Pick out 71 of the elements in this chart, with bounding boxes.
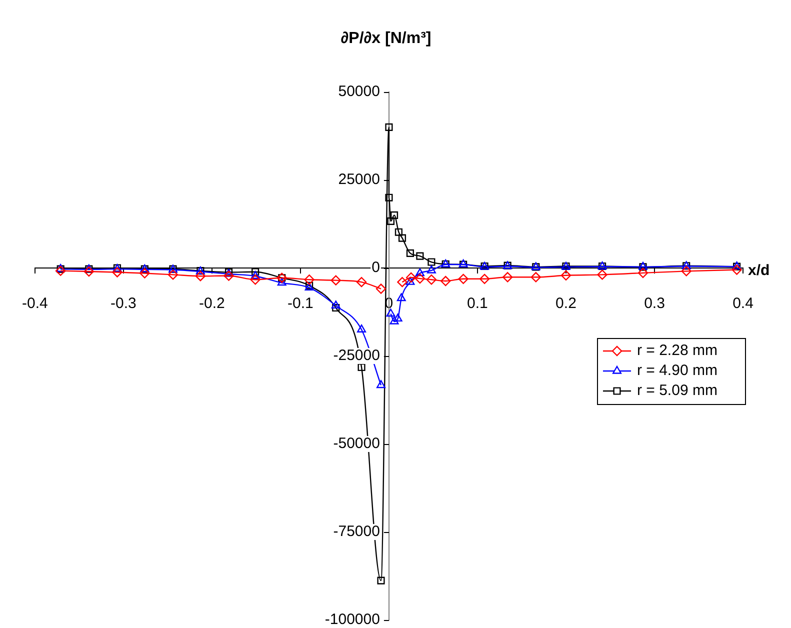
point — [356, 276, 367, 288]
point — [224, 270, 234, 281]
legend-label: r = 4.90 mm — [637, 362, 718, 380]
point — [195, 270, 206, 282]
point — [385, 194, 393, 202]
point — [168, 270, 178, 280]
legend-label: r = 2.28 mm — [637, 342, 718, 360]
point — [406, 272, 416, 283]
point — [560, 270, 572, 280]
x-tick-label: -0.2 — [199, 295, 225, 312]
y-tick-label: -50000 — [333, 435, 380, 452]
point — [330, 275, 341, 286]
y-tick-label: -75000 — [333, 523, 380, 540]
point — [638, 268, 648, 278]
x-axis-title: x/d — [748, 262, 770, 279]
point — [390, 211, 398, 219]
point — [385, 123, 393, 131]
point — [140, 268, 150, 278]
y-tick-label: 50000 — [338, 83, 380, 100]
x-tick-label: -0.4 — [22, 295, 48, 312]
x-tick-label: 0.2 — [556, 295, 576, 312]
x-tick-label: 0.3 — [644, 295, 665, 312]
point — [250, 270, 260, 279]
point — [479, 274, 490, 284]
point — [681, 266, 692, 276]
point — [732, 264, 742, 275]
x-tick-label: -0.3 — [110, 295, 136, 312]
point — [530, 272, 541, 282]
point — [597, 270, 608, 280]
point — [252, 268, 260, 276]
point — [376, 284, 386, 294]
point — [426, 274, 437, 285]
y-tick-label: 0 — [372, 259, 380, 276]
x-tick-label: -0.1 — [288, 295, 314, 312]
point — [406, 249, 414, 257]
point — [502, 272, 513, 282]
point — [428, 258, 436, 266]
point — [397, 276, 408, 288]
point — [426, 265, 436, 274]
y-axis-title: ∂P/∂x [N/m³] — [340, 30, 432, 48]
point — [415, 268, 424, 276]
point — [112, 267, 122, 278]
point — [458, 274, 468, 284]
point — [390, 316, 399, 324]
point — [394, 228, 402, 236]
legend-label: r = 5.09 mm — [637, 382, 718, 400]
y-tick-label: -25000 — [333, 347, 380, 364]
point — [331, 300, 340, 309]
point — [440, 276, 451, 286]
point — [416, 252, 424, 260]
point — [377, 576, 385, 584]
point — [332, 304, 340, 312]
point — [386, 308, 396, 317]
x-tick-label: 0.4 — [732, 295, 754, 312]
point — [406, 276, 415, 285]
point — [55, 266, 66, 276]
point — [84, 266, 94, 277]
y-tick-label: -100000 — [324, 611, 380, 628]
point — [376, 380, 386, 388]
point — [358, 363, 366, 372]
y-tick-label: 25000 — [338, 171, 380, 188]
point — [250, 274, 260, 285]
point — [277, 278, 286, 286]
point — [414, 273, 426, 284]
point — [396, 293, 406, 302]
point — [357, 324, 366, 332]
x-tick-label: 0.1 — [467, 295, 488, 312]
point — [393, 314, 402, 322]
point — [398, 234, 406, 242]
point — [386, 217, 395, 225]
point — [304, 274, 314, 285]
